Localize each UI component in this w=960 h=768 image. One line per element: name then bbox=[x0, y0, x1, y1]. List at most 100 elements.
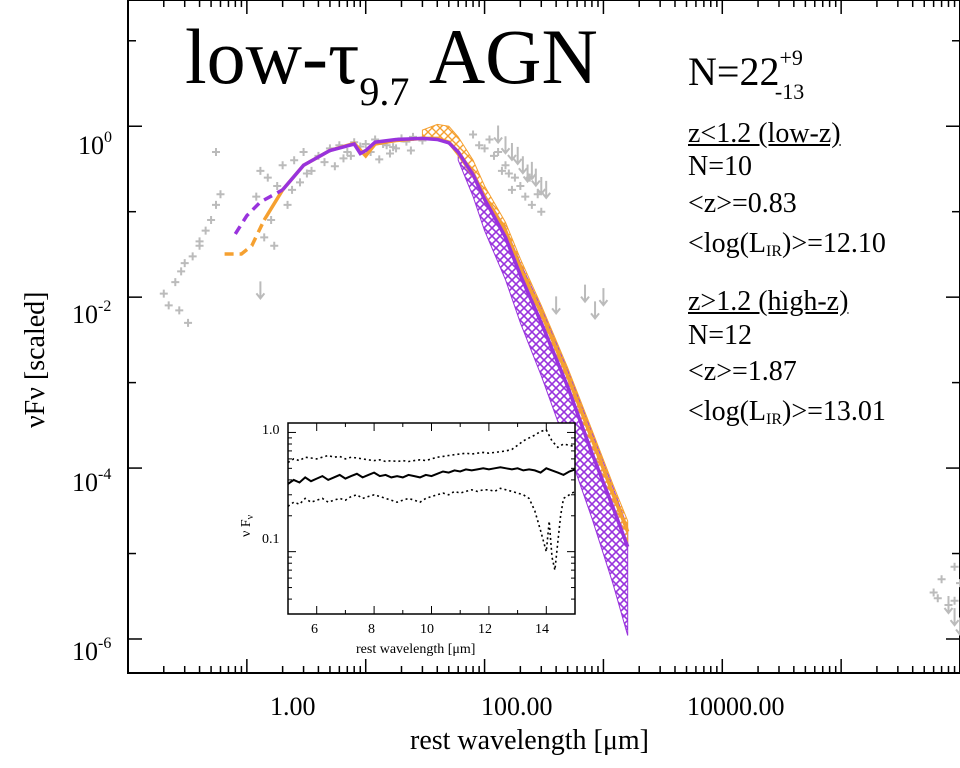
inset-ticks bbox=[287, 423, 576, 615]
ytick-label-2: 10-4 bbox=[72, 467, 111, 496]
data-point bbox=[263, 173, 272, 182]
high-z-line bbox=[281, 136, 630, 548]
inset-upper-line bbox=[288, 428, 575, 464]
title-main: low-τ bbox=[185, 13, 360, 100]
data-point bbox=[273, 181, 282, 190]
data-point bbox=[510, 173, 519, 182]
upper-limit bbox=[943, 595, 954, 615]
low-z-mean-z: <z>=0.83 bbox=[688, 188, 797, 219]
data-point bbox=[159, 289, 168, 298]
upper-limit bbox=[527, 161, 537, 181]
high-z-lir-sub: IR bbox=[766, 411, 782, 428]
data-point bbox=[184, 318, 193, 327]
data-point bbox=[516, 181, 525, 190]
ytick-label-0: 100 bbox=[78, 130, 112, 159]
data-point bbox=[195, 241, 204, 250]
sed-lines bbox=[224, 136, 630, 548]
main-frame bbox=[127, 0, 960, 674]
data-point bbox=[480, 144, 489, 153]
data-point bbox=[171, 278, 180, 287]
data-point bbox=[475, 141, 484, 150]
data-point bbox=[290, 156, 299, 165]
high-z-lir-post: )>=13.01 bbox=[782, 396, 886, 427]
data-point bbox=[361, 139, 370, 148]
data-point bbox=[389, 143, 398, 152]
ytick-label-1: 10-2 bbox=[72, 299, 111, 328]
data-point bbox=[207, 215, 216, 224]
upper-limit bbox=[518, 156, 528, 175]
data-point bbox=[469, 130, 478, 139]
count-plus: +9 bbox=[779, 45, 803, 70]
x-axis-label: rest wavelength [μm] bbox=[410, 725, 649, 756]
data-point bbox=[497, 166, 506, 175]
inset-xtick-14: 14 bbox=[535, 622, 549, 637]
inset-frame bbox=[287, 422, 576, 615]
data-point bbox=[527, 200, 536, 209]
low-z-n: N=10 bbox=[688, 151, 753, 182]
data-point bbox=[270, 241, 279, 250]
count-label: N=22 bbox=[688, 49, 780, 94]
inset-xtick-6: 6 bbox=[311, 622, 318, 637]
upper-limit bbox=[541, 180, 551, 200]
data-point bbox=[504, 169, 513, 178]
data-point bbox=[307, 166, 316, 175]
data-point bbox=[406, 146, 415, 155]
inset-ylabel-sub: ν bbox=[245, 514, 256, 520]
data-point bbox=[385, 149, 394, 158]
data-point bbox=[346, 151, 355, 160]
data-point bbox=[296, 178, 305, 187]
inset-ylabel-main: ν F bbox=[239, 519, 254, 537]
ytick-exp: -6 bbox=[98, 635, 112, 652]
upper-limit bbox=[551, 296, 561, 316]
data-point bbox=[180, 259, 189, 268]
data-point bbox=[950, 562, 959, 571]
data-point bbox=[211, 147, 220, 156]
data-point bbox=[933, 594, 942, 603]
data-point bbox=[521, 192, 530, 201]
ytick-base: 10 bbox=[72, 468, 98, 497]
low-z-lir-pre: <log(L bbox=[688, 228, 766, 259]
low-z-header: z<1.2 (low-z) bbox=[688, 118, 841, 149]
data-point bbox=[330, 162, 339, 171]
inset-xtick-8: 8 bbox=[368, 622, 375, 637]
ytick-exp: 0 bbox=[104, 129, 112, 146]
upper-limit bbox=[598, 288, 609, 307]
upper-limit bbox=[949, 608, 960, 627]
data-point bbox=[320, 158, 329, 167]
ytick-label-3: 10-6 bbox=[72, 636, 111, 665]
data-point bbox=[288, 185, 297, 194]
ytick-base: 10 bbox=[78, 131, 104, 160]
upper-limit bbox=[590, 301, 600, 320]
upper-limit bbox=[512, 146, 523, 166]
data-point bbox=[937, 575, 946, 584]
data-point bbox=[278, 161, 287, 170]
inset-plot bbox=[288, 428, 575, 571]
ytick-exp: -4 bbox=[98, 466, 112, 483]
upper-limit bbox=[500, 136, 511, 155]
data-point bbox=[283, 200, 292, 209]
data-point bbox=[201, 226, 210, 235]
inset-xtick-10: 10 bbox=[420, 622, 434, 637]
high-z-lir: <log(LIR)>=13.01 bbox=[688, 398, 886, 428]
xtick-label-1: 100.00 bbox=[481, 692, 553, 721]
data-point bbox=[489, 151, 498, 160]
data-point bbox=[494, 147, 503, 156]
ytick-exp: -2 bbox=[98, 298, 112, 315]
low-z-lir-post: )>=12.10 bbox=[782, 228, 886, 259]
data-point bbox=[260, 233, 269, 242]
data-point bbox=[501, 161, 510, 170]
title-sub: 9.7 bbox=[359, 69, 410, 114]
upper-limit bbox=[531, 168, 541, 188]
inset-mean-line bbox=[288, 466, 575, 485]
data-point bbox=[188, 252, 197, 261]
data-point bbox=[950, 596, 959, 605]
y-axis-label: νFν [scaled] bbox=[20, 291, 51, 429]
low-z-extension bbox=[224, 219, 266, 256]
xtick-label-0: 1.00 bbox=[270, 692, 316, 721]
data-point bbox=[252, 192, 261, 201]
data-point bbox=[537, 207, 546, 216]
inset-xtick-12: 12 bbox=[478, 622, 492, 637]
upper-limit bbox=[522, 164, 533, 184]
data-point bbox=[339, 154, 348, 163]
